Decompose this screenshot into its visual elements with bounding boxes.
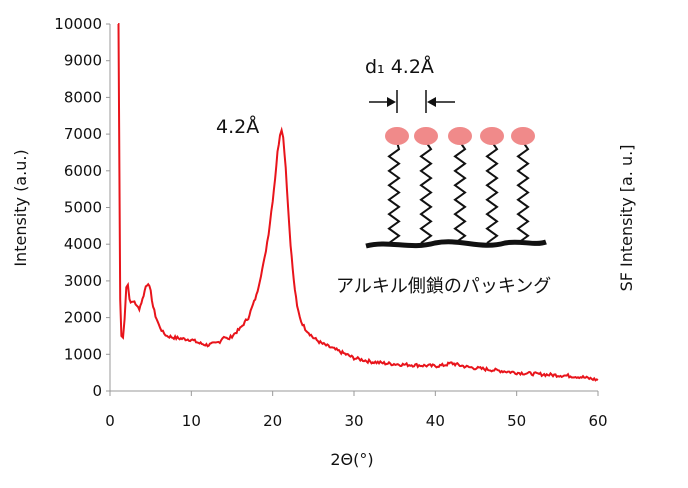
y-tick-label: 7000: [64, 125, 102, 143]
series-line: [117, 23, 599, 382]
y-tick-label: 5000: [64, 199, 102, 217]
arrowhead-left: [387, 97, 396, 107]
head-group: [480, 127, 504, 145]
tick-marks: [106, 23, 599, 396]
alkyl-chain: [453, 141, 467, 244]
peak-annotation: 4.2Å: [216, 115, 259, 138]
alkyl-chain: [516, 141, 530, 244]
alkyl-chains: [385, 127, 535, 244]
y-tick-labels: 0 1000 2000 3000 4000 5000 6000 7000 8000 9000 100…: [54, 15, 102, 400]
arrowhead-right: [427, 97, 436, 107]
alkyl-chain: [419, 141, 433, 244]
x-tick-label: 50: [507, 412, 526, 430]
y-tick-label: 1000: [64, 345, 102, 363]
head-group: [385, 127, 409, 145]
x-tick-label: 0: [105, 412, 115, 430]
x-axis-label: 2Θ(°): [330, 450, 373, 469]
y2-axis-label: SF Intensity [a. u.]: [617, 145, 636, 292]
spacing-label: d₁ 4.2Å: [365, 55, 434, 78]
alkyl-chain: [485, 141, 499, 244]
y-tick-label: 9000: [64, 52, 102, 70]
x-tick-label: 40: [426, 412, 445, 430]
y-tick-label: 0: [92, 382, 102, 400]
packing-caption: アルキル側鎖のパッキング: [336, 276, 551, 297]
y-tick-label: 6000: [64, 162, 102, 180]
y-axis-label: Intensity (a.u.): [11, 149, 30, 266]
x-tick-labels: 0 10 20 30 40 50 60: [105, 412, 607, 430]
y-tick-label: 4000: [64, 235, 102, 253]
head-group: [448, 127, 472, 145]
polymer-backbone: [365, 239, 547, 249]
alkyl-chain: [387, 141, 401, 244]
x-tick-label: 10: [182, 412, 201, 430]
head-group: [414, 127, 438, 145]
y-tick-label: 2000: [64, 309, 102, 327]
head-group: [511, 127, 535, 145]
x-tick-label: 20: [263, 412, 282, 430]
y-tick-label: 3000: [64, 272, 102, 290]
y-tick-label: 8000: [64, 88, 102, 106]
alkyl-packing-schematic: d₁ 4.2Å アルキル側鎖のパッキング: [336, 55, 551, 297]
x-tick-label: 30: [344, 412, 363, 430]
x-tick-label: 60: [588, 412, 607, 430]
y-tick-label: 10000: [54, 15, 102, 33]
